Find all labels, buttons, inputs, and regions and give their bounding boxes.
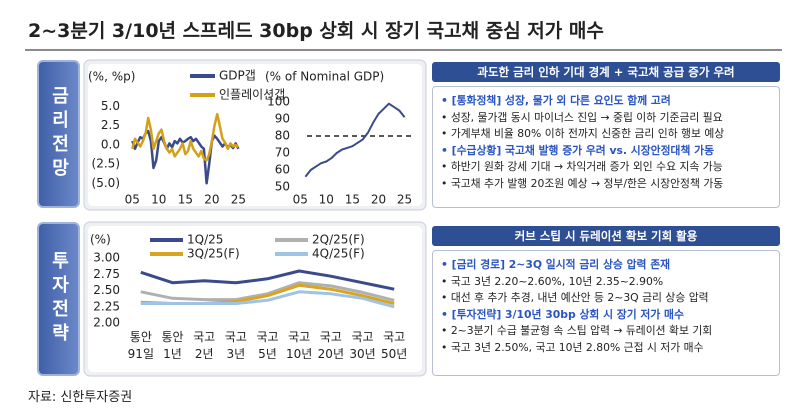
y-tick-label: 2.75 bbox=[93, 267, 120, 281]
y-tick-label: 0.0 bbox=[101, 137, 120, 151]
axis-unit: (%, %p) bbox=[88, 70, 135, 84]
y-tick-label: 80 bbox=[275, 129, 290, 143]
data-line bbox=[140, 269, 395, 291]
data-line bbox=[131, 112, 240, 162]
y-tick-label: 70 bbox=[275, 146, 290, 160]
data-line bbox=[304, 102, 406, 178]
legend-label: 4Q/25(F) bbox=[312, 247, 365, 261]
y-tick-label: 2.50 bbox=[93, 283, 120, 297]
panel-bullet: 대선 후 추가 추경, 내년 예산안 등 2~3Q 금리 상승 압력 bbox=[441, 290, 771, 307]
source: 자료: 신한투자증권 bbox=[28, 390, 133, 405]
x-tick-label: 15 bbox=[345, 193, 360, 207]
x-tick-label: 20 bbox=[371, 193, 386, 207]
x-tick-label: 05 bbox=[125, 193, 140, 207]
panel-bullet: 국고 3년 2.20~2.60%, 10년 2.35~2.90% bbox=[441, 274, 771, 291]
legend-label: 2Q/25(F) bbox=[312, 233, 365, 247]
panel-heading: [투자전략] 3/10년 30bp 상회 시 장기 저가 매수 bbox=[441, 307, 771, 324]
x-tick-label: 국고 30년 bbox=[349, 330, 376, 361]
panel-heading: [수급상황] 국고채 발행 증가 우려 vs. 시장안정대책 가동 bbox=[441, 143, 771, 160]
data-line bbox=[140, 290, 395, 309]
panel-bullet: 2~3분기 수급 불균형 속 스팁 압력 → 듀레이션 확보 기회 bbox=[441, 323, 771, 340]
y-tick-label: 2.5 bbox=[101, 118, 120, 132]
legend-label: GDP갭 bbox=[219, 69, 256, 83]
x-tick-label: 20 bbox=[204, 193, 219, 207]
side-label: 투자전략 bbox=[37, 222, 80, 376]
y-tick-label: 60 bbox=[275, 163, 290, 177]
y-tick-label: 100 bbox=[267, 95, 290, 109]
y-tick-label: 2.25 bbox=[93, 299, 120, 313]
x-tick-label: 국고 5년 bbox=[256, 330, 279, 361]
title-rule bbox=[25, 49, 782, 51]
legend-label: 인플레이션갭 bbox=[219, 88, 285, 102]
x-tick-label: 15 bbox=[178, 193, 193, 207]
y-tick-label: (2.5) bbox=[92, 157, 120, 171]
y-tick-label: 3.00 bbox=[93, 251, 120, 265]
y-tick-label: 50 bbox=[275, 180, 290, 194]
panel-bullet: 하반기 원화 강세 기대 → 차익거래 증가 외인 수요 지속 가능 bbox=[441, 159, 771, 176]
axis-unit: (%) bbox=[90, 233, 111, 247]
panel-header: 과도한 금리 인하 기대 경계 + 국고채 공급 증가 우려 bbox=[432, 62, 780, 82]
x-tick-label: 05 bbox=[293, 193, 308, 207]
data-line bbox=[131, 129, 240, 185]
x-tick-label: 10 bbox=[319, 193, 334, 207]
x-tick-label: 국고 20년 bbox=[317, 330, 344, 361]
panel-header: 커브 스팁 시 듀레이션 확보 기회 활용 bbox=[432, 226, 780, 246]
x-tick-label: 25 bbox=[231, 193, 246, 207]
x-tick-label: 25 bbox=[397, 193, 412, 207]
chart-area bbox=[88, 64, 422, 206]
data-line bbox=[140, 281, 395, 302]
x-tick-label: 통안 91일 bbox=[127, 330, 154, 361]
panel-bullet: 국고채 추가 발행 20조원 예상 → 정부/한은 시장안정책 가동 bbox=[441, 176, 771, 193]
panel-body: [통화정책] 성장, 물가 외 다른 요인도 함께 고려성장, 물가갭 동시 마… bbox=[432, 86, 780, 208]
y-tick-label: (5.0) bbox=[92, 176, 120, 190]
y-tick-label: 90 bbox=[275, 112, 290, 126]
x-tick-label: 국고 10년 bbox=[286, 330, 313, 361]
page-title: 2~3분기 3/10년 스프레드 30bp 상회 시 장기 국고채 중심 저가 … bbox=[28, 20, 604, 42]
x-tick-label: 국고 2년 bbox=[193, 330, 216, 361]
x-tick-label: 10 bbox=[151, 193, 166, 207]
legend-label: 1Q/25 bbox=[187, 233, 223, 247]
panel-bullet: 성장, 물가갭 동시 마이너스 진입 → 중립 이하 기준금리 필요 bbox=[441, 110, 771, 127]
y-tick-label: 5.0 bbox=[101, 99, 120, 113]
panel-bullet: 국고 3년 2.50%, 국고 10년 2.80% 근접 시 저가 매수 bbox=[441, 340, 771, 357]
panel-bullet: 가계부채 비율 80% 이하 전까지 신중한 금리 인하 행보 예상 bbox=[441, 126, 771, 143]
legend-label: 3Q/25(F) bbox=[187, 247, 240, 261]
panel-heading: [금리 경로] 2~3Q 일시적 금리 상승 압력 존재 bbox=[441, 257, 771, 274]
x-tick-label: 국고 50년 bbox=[381, 330, 408, 361]
axis-unit: (% of Nominal GDP) bbox=[265, 70, 384, 84]
x-tick-label: 국고 3년 bbox=[224, 330, 247, 361]
x-tick-label: 통안 1년 bbox=[161, 330, 184, 361]
side-label: 금리전망 bbox=[37, 60, 80, 208]
y-tick-label: 2.00 bbox=[93, 316, 120, 330]
panel-heading: [통화정책] 성장, 물가 외 다른 요인도 함께 고려 bbox=[441, 93, 771, 110]
panel-body: [금리 경로] 2~3Q 일시적 금리 상승 압력 존재국고 3년 2.20~2… bbox=[432, 250, 780, 376]
